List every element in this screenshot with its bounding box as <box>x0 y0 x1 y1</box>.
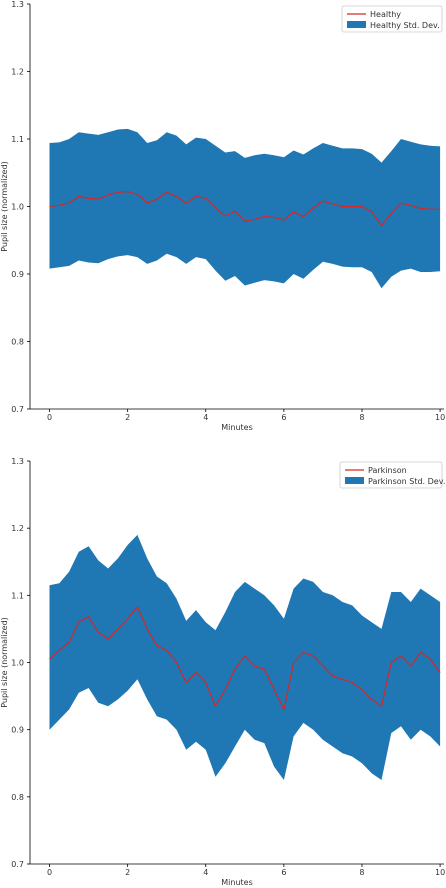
x-tick-label: 2 <box>125 868 130 877</box>
y-tick-label: 1.0 <box>11 659 24 668</box>
x-tick-label: 8 <box>359 413 364 422</box>
y-tick-label: 1.3 <box>11 0 24 9</box>
x-tick-label: 2 <box>125 413 130 422</box>
y-tick-label: 0.8 <box>11 338 24 347</box>
x-tick-label: 0 <box>47 413 52 422</box>
x-tick-label: 6 <box>281 413 286 422</box>
std-dev-band <box>49 128 441 289</box>
y-tick-label: 1.2 <box>11 68 24 77</box>
x-tick-label: 10 <box>435 868 445 877</box>
x-tick-label: 6 <box>281 868 286 877</box>
y-tick-label: 0.8 <box>11 793 24 802</box>
x-tick-label: 10 <box>435 413 445 422</box>
y-tick-label: 1.3 <box>11 457 24 466</box>
y-tick-label: 0.7 <box>11 860 24 869</box>
legend: Healthy Healthy Std. Dev. <box>341 5 443 33</box>
y-tick-label: 1.0 <box>11 203 24 212</box>
y-axis-label: Pupil size (normalized) <box>0 617 9 708</box>
std-dev-band <box>49 534 441 780</box>
x-tick-label: 0 <box>47 868 52 877</box>
x-tick-label: 4 <box>203 868 208 877</box>
legend-line-label: Parkinson <box>368 466 407 475</box>
healthy-chart-panel: 0.7 0.8 0.9 1.0 1.1 1.2 1.3 0 2 4 6 8 10 Minutes Pupil… <box>0 0 445 432</box>
y-tick-label: 0.7 <box>11 405 24 414</box>
legend: Parkinson Parkinson Std. Dev. <box>339 461 445 489</box>
legend-band-swatch <box>347 21 366 28</box>
y-tick-label: 0.9 <box>11 270 24 279</box>
mean-line <box>49 606 441 711</box>
legend-band-label: Parkinson Std. Dev. <box>368 477 445 486</box>
mean-line <box>49 191 441 226</box>
legend-box <box>339 461 443 489</box>
x-axis-label: Minutes <box>221 878 253 887</box>
y-tick-label: 1.1 <box>11 135 24 144</box>
legend-band-label: Healthy Std. Dev. <box>370 21 440 30</box>
legend-line-label: Healthy <box>370 10 401 19</box>
y-tick-label: 1.2 <box>11 524 24 533</box>
x-axis-label: Minutes <box>221 423 253 432</box>
y-axis-label: Pupil size (normalized) <box>0 161 9 252</box>
legend-box <box>341 5 443 33</box>
x-tick-label: 4 <box>203 413 208 422</box>
x-tick-label: 8 <box>359 868 364 877</box>
legend-band-swatch <box>345 477 364 484</box>
y-tick-label: 0.9 <box>11 726 24 735</box>
y-tick-label: 1.1 <box>11 591 24 600</box>
parkinson-chart-panel: 0.7 0.8 0.9 1.0 1.1 1.2 1.3 0 2 4 6 8 10 Minutes Pupil… <box>0 457 445 887</box>
